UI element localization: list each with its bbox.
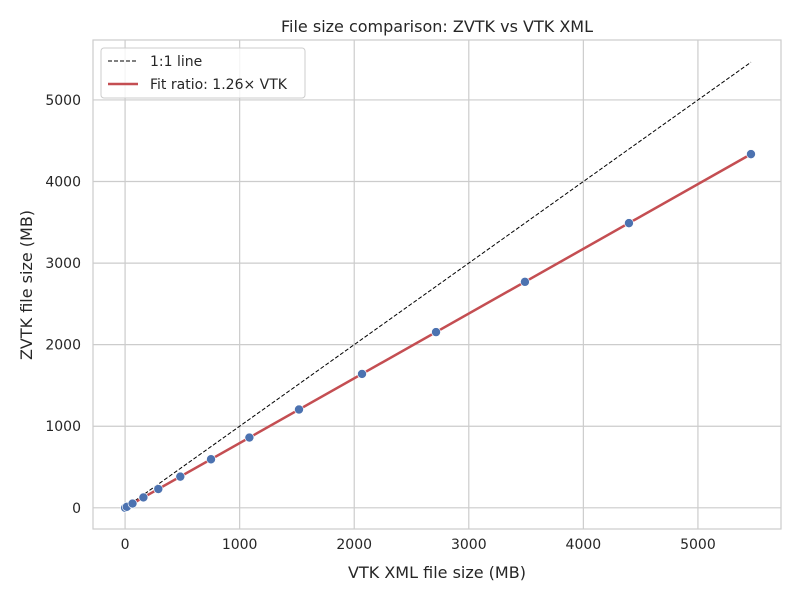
grid: [93, 40, 781, 529]
data-point: [357, 369, 367, 379]
y-tick-label: 0: [72, 501, 81, 517]
x-tick-labels: 0 1000 2000 3000 4000 5000: [121, 537, 716, 553]
y-tick-label: 5000: [45, 93, 81, 109]
data-point: [127, 498, 138, 509]
data-point: [294, 404, 304, 415]
x-tick-label: 2000: [336, 537, 372, 553]
data-point: [206, 454, 216, 465]
data-point: [153, 484, 164, 494]
legend-box: [100, 47, 306, 99]
x-axis-label: VTK XML file size (MB): [348, 563, 526, 582]
y-tick-labels: 0 1000 2000 3000 4000 5000: [45, 93, 81, 517]
data-point: [138, 492, 149, 503]
series-lines: [124, 61, 752, 509]
x-tick-label: 3000: [451, 537, 487, 553]
x-tick-label: 1000: [222, 537, 258, 553]
data-point: [431, 327, 441, 337]
data-point: [624, 218, 634, 228]
data-points: [120, 149, 756, 513]
data-point: [244, 432, 255, 443]
legend-label-fit: Fit ratio: 1.26× VTK: [150, 77, 288, 93]
identity-line: [124, 61, 752, 509]
data-point: [175, 471, 186, 482]
legend: 1:1 line Fit ratio: 1.26× VTK: [100, 47, 306, 99]
legend-label-1to1: 1:1 line: [150, 54, 202, 70]
plot-frame: [92, 39, 782, 530]
data-point: [520, 277, 530, 287]
y-axis-label: ZVTK file size (MB): [17, 210, 36, 360]
x-tick-label: 0: [121, 537, 130, 553]
y-tick-label: 2000: [45, 338, 81, 354]
y-tick-label: 4000: [45, 175, 81, 191]
y-tick-label: 1000: [45, 419, 81, 435]
x-tick-label: 4000: [566, 537, 602, 553]
chart-title: File size comparison: ZVTK vs VTK XML: [281, 17, 593, 36]
data-point: [746, 149, 756, 159]
x-tick-label: 5000: [680, 537, 716, 553]
y-tick-label: 3000: [45, 256, 81, 272]
